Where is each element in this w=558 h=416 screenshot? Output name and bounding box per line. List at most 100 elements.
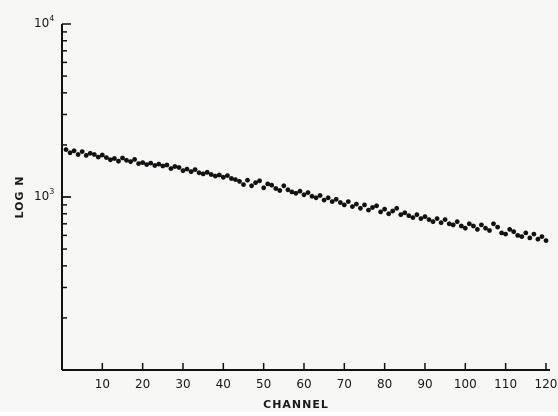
data-point [495,224,500,230]
x-tick-label-60: 60 [296,377,311,391]
data-point [471,223,476,229]
data-point [374,203,379,209]
x-tick-label-90: 90 [417,377,432,391]
data-point [438,220,444,226]
data-point [519,234,525,240]
data-point [378,209,383,215]
data-point [237,179,242,184]
data-point [354,201,359,207]
y-tick-label-10000: 104 [34,14,54,30]
data-point [140,160,146,166]
data-point [112,156,117,161]
data-point [503,231,508,237]
data-point [386,211,392,217]
data-point [116,158,121,164]
data-point [220,174,226,180]
data-point [305,190,311,196]
data-point [176,165,182,170]
x-tick-label-100: 100 [454,377,477,391]
data-point [261,185,267,191]
data-point [95,154,101,160]
data-point [507,227,513,232]
data-point [297,188,303,194]
data-point [479,222,484,228]
x-tick-label-10: 10 [95,377,110,391]
data-point [475,227,480,232]
data-point [160,163,166,169]
data-point [523,230,529,236]
data-point [309,193,315,199]
data-point [124,157,129,163]
data-point [313,195,319,201]
data-point [462,225,468,231]
data-point [156,161,162,167]
data-point [241,182,246,188]
data-point [104,155,109,161]
data-point [350,204,355,210]
data-point [200,171,206,177]
data-point [341,202,347,208]
data-point [132,157,138,162]
data-point [362,202,367,208]
data-point [430,219,436,225]
data-point [245,177,250,183]
data-point [249,183,255,189]
data-point [184,166,190,172]
x-tick-label-120: 120 [535,377,558,391]
data-point [422,214,428,220]
data-point [253,180,258,186]
data-point [398,212,404,218]
data-point [366,207,371,213]
data-point [325,195,331,201]
data-point [71,148,77,154]
data-point [108,157,113,163]
data-point [487,228,492,233]
data-point [418,216,424,222]
data-point [172,164,178,169]
data-point [483,225,488,231]
data-point [442,217,448,223]
data-point [83,153,89,158]
data-point [539,234,545,240]
data-point [454,219,460,225]
x-tick-label-70: 70 [337,377,352,391]
data-point [289,189,295,195]
data-point [321,197,327,203]
y-axis-title: LOG N [13,175,26,218]
data-point [317,193,323,198]
y-tick-label-1000: 103 [34,187,54,203]
data-point [491,221,496,227]
data-point [144,162,150,168]
data-point [285,187,291,193]
data-point [212,173,218,179]
data-point [225,173,230,179]
x-tick-label-20: 20 [135,377,150,391]
data-point [458,223,464,229]
data-point [527,235,533,241]
data-point [511,229,517,235]
data-point [204,169,210,175]
data-point [233,177,238,183]
data-point [515,233,521,238]
data-point [168,166,174,172]
x-tick-label-30: 30 [175,377,190,391]
data-point [87,150,93,156]
data-point [535,236,541,242]
x-tick-label-110: 110 [494,377,517,391]
data-point [164,162,170,168]
data-point [192,167,198,173]
data-point [273,186,279,191]
data-point [450,222,456,228]
data-point [406,213,412,219]
data-point [426,217,432,223]
data-point [136,161,142,167]
data-point [281,183,287,189]
data-point [410,215,416,221]
x-tick-label-50: 50 [256,377,271,391]
x-tick-label-80: 80 [377,377,392,391]
data-point [180,168,186,174]
data-point [277,188,283,193]
data-point [293,190,299,196]
